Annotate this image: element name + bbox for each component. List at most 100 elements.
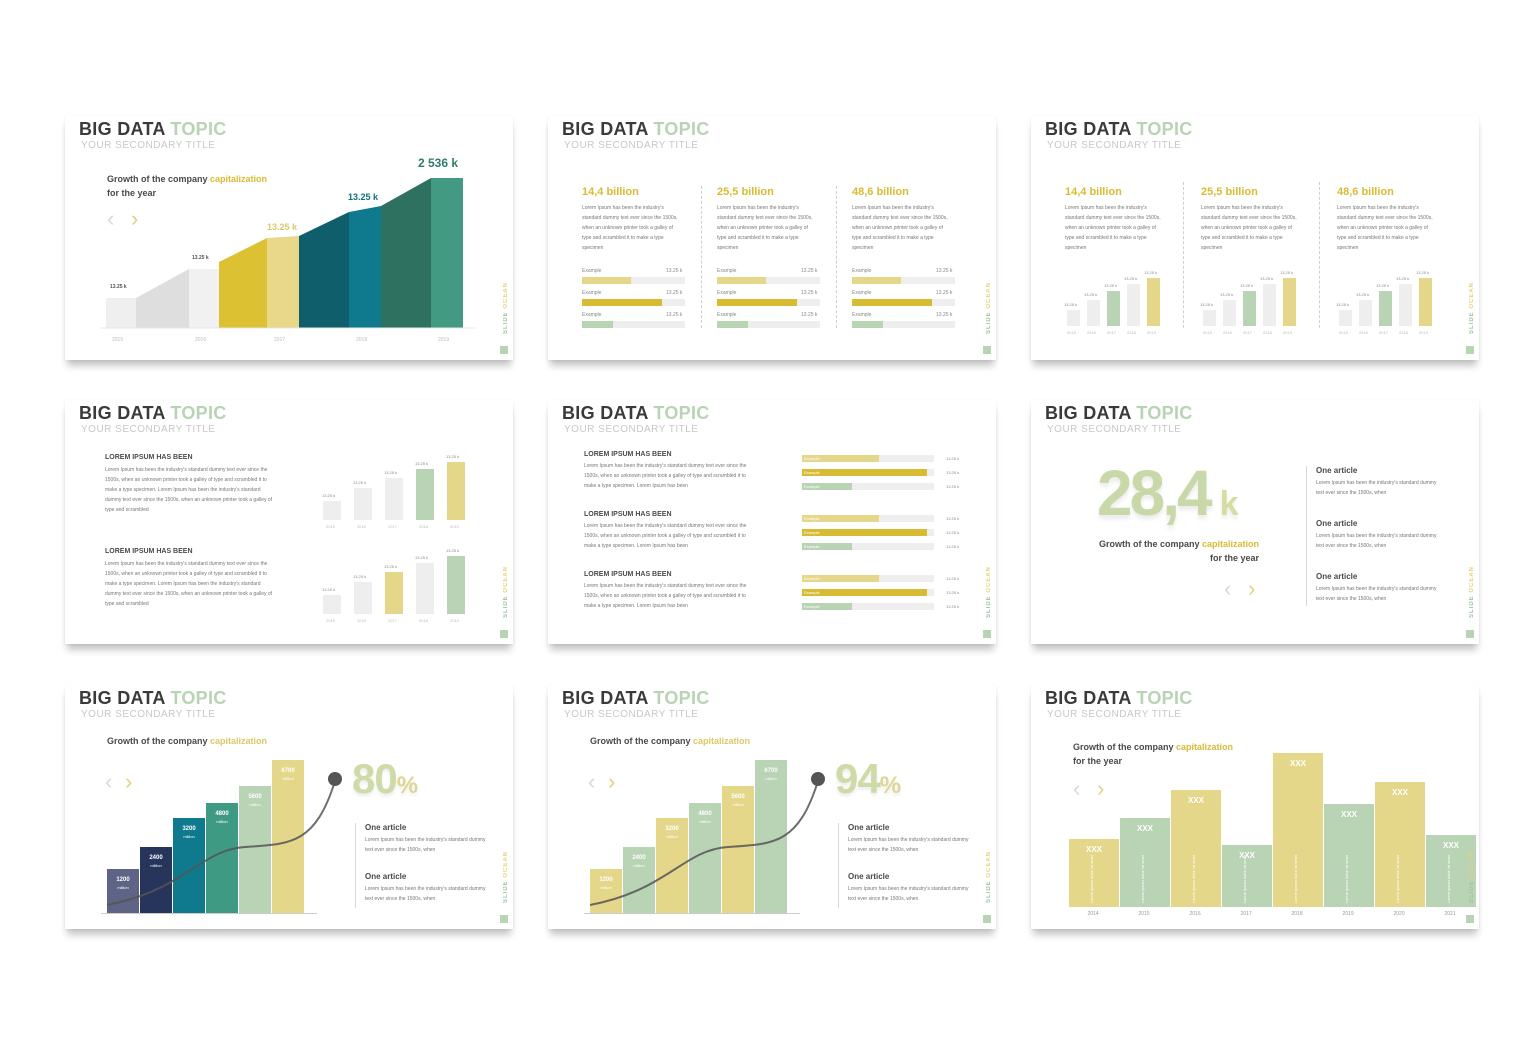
slide-9[interactable]: BIG DATA TOPIC YOUR SECONDARY TITLE Grow… (1031, 685, 1479, 929)
xxx-bar-caption: Lorem ipsum dolor sit amet (1139, 854, 1145, 903)
mini-bar (1087, 300, 1100, 326)
stat-value: 14,4 billion (582, 186, 639, 198)
bar-value: 13.25 k (666, 290, 683, 296)
progress-fill (852, 277, 902, 284)
stat-value: 14,4 billion (1065, 186, 1122, 198)
prev-arrow-icon[interactable]: ‹ (1224, 576, 1232, 601)
section-text: Lorem Ipsum has been the industry's stan… (584, 523, 747, 549)
chart-bar-year: 2015 (326, 524, 335, 529)
bar-label: Example (717, 312, 737, 318)
page-marker (983, 346, 991, 354)
million-bar-value: 3200 (182, 826, 196, 832)
progress-track: Example (802, 469, 934, 476)
xxx-bar-year: 2021 (1444, 911, 1456, 917)
slide-subtitle: YOUR SECONDARY TITLE (564, 709, 699, 720)
slide-6[interactable]: BIG DATA TOPIC YOUR SECONDARY TITLE 28,4… (1031, 400, 1479, 644)
million-bar-value: 4800 (215, 811, 229, 817)
next-arrow-icon[interactable]: › (1097, 776, 1105, 801)
next-arrow-icon[interactable]: › (1248, 576, 1256, 601)
bar-label: Example (582, 268, 602, 274)
progress-track: Example (802, 529, 934, 536)
mini-bar-year: 2017 (1107, 330, 1116, 335)
million-bar-unit: million (666, 834, 678, 839)
article-title: One article (1316, 519, 1358, 528)
progress-fill: Example (802, 575, 879, 582)
prev-arrow-icon[interactable]: ‹ (1073, 776, 1081, 801)
chart-bar-year: 2017 (388, 618, 397, 623)
slide-7[interactable]: BIG DATA TOPIC YOUR SECONDARY TITLE Grow… (65, 685, 513, 929)
xxx-bar-caption: Lorem ipsum dolor sit amet (1292, 854, 1298, 903)
million-bar-value: 5600 (248, 794, 262, 800)
next-arrow-icon[interactable]: › (131, 206, 139, 231)
million-bar: 2400 million (623, 847, 655, 913)
progress-value: 13.25 k (946, 590, 960, 595)
progress-track: Example (802, 455, 934, 462)
slide-2[interactable]: BIG DATA TOPIC YOUR SECONDARY TITLE 14,4… (548, 116, 996, 360)
million-bar-unit: million (699, 819, 711, 824)
chart-bar-year: 2019 (450, 618, 459, 623)
next-arrow-icon[interactable]: › (608, 769, 616, 794)
chart-bar-label: 13.25 k (384, 564, 398, 569)
chart-bar (323, 595, 341, 614)
bar-label: Example (852, 290, 872, 296)
progress-track: Example (802, 483, 934, 490)
million-bar: 2400 million (140, 847, 172, 913)
article-title: One article (1316, 572, 1358, 581)
million-bar-unit: million (600, 885, 612, 890)
progress-track (852, 321, 955, 328)
prev-arrow-icon[interactable]: ‹ (588, 769, 596, 794)
slide-1[interactable]: BIG DATA TOPIC YOUR SECONDARY TITLE Grow… (65, 116, 513, 360)
mini-bar-label: 13.25 k (1376, 283, 1390, 288)
next-arrow-icon[interactable]: › (125, 769, 133, 794)
big-number: 28,4 k (1097, 457, 1239, 529)
slide-title: BIG DATA TOPIC (1045, 688, 1193, 708)
chart-bar (354, 488, 372, 520)
chart-bar-label: 13.25 k (384, 470, 398, 475)
mini-bar-label: 13.25 k (1240, 283, 1254, 288)
mini-bar-label: 13.25 k (1356, 292, 1370, 297)
prev-arrow-icon[interactable]: ‹ (107, 206, 115, 231)
stat-text: Lorem Ipsum has been the industry's stan… (582, 205, 678, 251)
divider (1183, 182, 1184, 328)
million-bar-value: 1200 (599, 877, 613, 883)
million-bar-value: 2400 (632, 855, 646, 861)
point-label-5: 2 536 k (418, 156, 459, 170)
xxx-bar-year: 2014 (1087, 911, 1099, 917)
mini-bar-year: 2018 (1127, 330, 1136, 335)
slide-subtitle: YOUR SECONDARY TITLE (81, 424, 216, 435)
article-title: One article (365, 872, 407, 881)
page-marker (1466, 346, 1474, 354)
mini-bar (1203, 310, 1216, 326)
brand-mark: SLIDE OCEAN (1469, 565, 1475, 618)
page-marker (983, 630, 991, 638)
prev-arrow-icon[interactable]: ‹ (105, 769, 113, 794)
progress-fill (852, 299, 933, 306)
brand-mark: SLIDE OCEAN (503, 850, 509, 903)
trend-line (589, 780, 819, 906)
segment-2015 (106, 298, 136, 328)
year-4: 2018 (356, 337, 368, 343)
mini-bar-label: 13.25 k (1064, 302, 1078, 307)
progress-fill (582, 299, 663, 306)
progress-label: Example (804, 456, 820, 461)
progress-fill (582, 321, 613, 328)
segment-2018 (349, 206, 381, 328)
chart-bar (416, 469, 434, 520)
stat-value: 48,6 billion (1337, 186, 1394, 198)
slide-8[interactable]: BIG DATA TOPIC YOUR SECONDARY TITLE Grow… (548, 685, 996, 929)
million-bar-unit: million (282, 776, 294, 781)
million-bar-value: 3200 (665, 826, 679, 832)
xxx-bar-year: 2015 (1138, 911, 1150, 917)
progress-value: 13.25 k (946, 544, 960, 549)
slide-subtitle: YOUR SECONDARY TITLE (564, 424, 699, 435)
slide-4[interactable]: BIG DATA TOPIC YOUR SECONDARY TITLE LORE… (65, 400, 513, 644)
progress-track (717, 277, 820, 284)
slide-5[interactable]: BIG DATA TOPIC YOUR SECONDARY TITLE LORE… (548, 400, 996, 644)
slide-3[interactable]: BIG DATA TOPIC YOUR SECONDARY TITLE 14,4… (1031, 116, 1479, 360)
article-title: One article (1316, 466, 1358, 475)
growth-caption: Growth of the company capitalization for… (1073, 742, 1234, 766)
growth-caption: Growth of the company capitalization (590, 736, 751, 746)
million-bar-unit: million (249, 802, 261, 807)
progress-label: Example (804, 470, 820, 475)
slide-subtitle: YOUR SECONDARY TITLE (564, 140, 699, 151)
